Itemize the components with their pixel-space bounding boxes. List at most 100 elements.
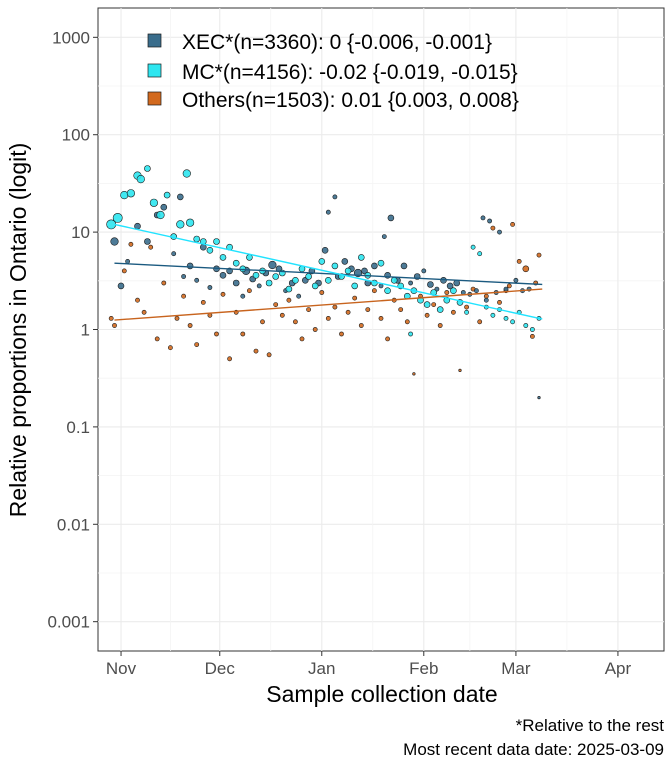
data-point bbox=[156, 210, 165, 220]
data-point bbox=[522, 265, 530, 273]
data-point bbox=[136, 175, 145, 184]
data-point bbox=[523, 323, 529, 328]
data-point bbox=[321, 247, 329, 254]
data-point bbox=[265, 279, 273, 287]
data-point bbox=[182, 169, 191, 178]
data-point bbox=[154, 336, 160, 342]
x-tick-label: Dec bbox=[205, 659, 236, 678]
data-point bbox=[286, 297, 292, 303]
data-point bbox=[398, 307, 404, 312]
data-point bbox=[378, 315, 384, 321]
trend-line bbox=[114, 262, 543, 286]
data-point bbox=[177, 193, 184, 201]
data-point bbox=[292, 319, 298, 325]
legend-label: Others(n=1503): 0.01 {0.003, 0.008} bbox=[182, 89, 519, 112]
legend-key bbox=[147, 63, 162, 78]
data-point bbox=[171, 251, 177, 257]
data-point bbox=[325, 209, 331, 215]
caption-relative-note: *Relative to the rest bbox=[516, 716, 665, 735]
data-point bbox=[174, 315, 180, 321]
data-point bbox=[194, 342, 200, 347]
axes: 0.001 0.01 0.1 1 10 100 1000 Nov Dec Jan Feb Mar Apr bbox=[47, 28, 631, 678]
data-point bbox=[285, 285, 293, 293]
legend-label: MC*(n=4156): -0.02 {-0.019, -0.015} bbox=[182, 61, 518, 84]
data-point bbox=[206, 247, 214, 254]
data-point bbox=[319, 290, 325, 295]
data-point bbox=[176, 220, 185, 229]
y-tick-label: 100 bbox=[62, 126, 90, 145]
data-point bbox=[358, 323, 364, 328]
data-point bbox=[424, 312, 430, 318]
data-point bbox=[381, 234, 387, 239]
data-point bbox=[423, 301, 431, 308]
data-point bbox=[312, 327, 318, 332]
data-point bbox=[332, 194, 338, 200]
data-point bbox=[352, 295, 358, 301]
data-point bbox=[187, 323, 193, 328]
data-point bbox=[497, 229, 502, 235]
data-point bbox=[108, 315, 114, 321]
data-point bbox=[149, 198, 158, 207]
data-point bbox=[181, 293, 186, 299]
data-point bbox=[378, 283, 384, 289]
data-point bbox=[186, 262, 194, 270]
data-point bbox=[510, 221, 515, 227]
data-point bbox=[126, 189, 135, 198]
data-point bbox=[400, 262, 408, 270]
data-point bbox=[200, 299, 206, 305]
data-point bbox=[227, 356, 232, 362]
data-point bbox=[421, 268, 427, 274]
y-tick-label: 10 bbox=[71, 223, 90, 242]
data-point bbox=[214, 331, 219, 337]
data-point bbox=[513, 277, 519, 283]
data-point bbox=[128, 241, 134, 247]
data-point bbox=[503, 315, 509, 321]
data-point bbox=[125, 258, 130, 264]
data-point bbox=[219, 254, 227, 261]
data-point bbox=[112, 323, 117, 328]
data-point bbox=[273, 302, 279, 307]
data-point bbox=[446, 282, 454, 290]
data-point bbox=[160, 203, 168, 211]
data-point bbox=[345, 309, 351, 315]
data-point bbox=[477, 319, 483, 325]
y-tick-label: 0.01 bbox=[57, 515, 90, 534]
data-point bbox=[351, 282, 359, 290]
data-point bbox=[387, 214, 395, 222]
data-point bbox=[506, 283, 512, 289]
data-point bbox=[253, 348, 259, 354]
data-point bbox=[148, 244, 154, 250]
data-point bbox=[497, 299, 502, 305]
data-point bbox=[260, 319, 265, 325]
data-point bbox=[371, 288, 377, 294]
data-point bbox=[167, 345, 173, 351]
x-tick-label: Apr bbox=[605, 659, 632, 678]
y-tick-label: 0.001 bbox=[47, 613, 90, 632]
data-point bbox=[112, 212, 123, 223]
data-point bbox=[186, 218, 195, 227]
trend-line bbox=[114, 223, 543, 320]
data-point bbox=[220, 291, 226, 297]
x-tick-label: Feb bbox=[409, 659, 438, 678]
data-point bbox=[141, 309, 147, 315]
data-point bbox=[460, 290, 466, 295]
data-point bbox=[537, 396, 541, 400]
data-point bbox=[458, 368, 462, 373]
data-point bbox=[134, 222, 141, 230]
data-point bbox=[194, 277, 200, 283]
legend: XEC*(n=3360): 0 {-0.006, -0.001} MC*(n=41… bbox=[147, 31, 519, 112]
data-point bbox=[357, 254, 365, 261]
data-point bbox=[510, 319, 515, 325]
data-point bbox=[516, 258, 522, 264]
data-point bbox=[299, 336, 305, 342]
data-point bbox=[193, 235, 200, 243]
legend-label: XEC*(n=3360): 0 {-0.006, -0.001} bbox=[182, 31, 492, 54]
data-point bbox=[325, 315, 331, 321]
data-point bbox=[450, 309, 456, 315]
data-point bbox=[450, 287, 457, 295]
x-tick-label: Nov bbox=[106, 659, 137, 678]
data-point bbox=[473, 288, 479, 294]
x-axis-title: Sample collection date bbox=[266, 681, 497, 707]
data-point bbox=[232, 279, 240, 287]
